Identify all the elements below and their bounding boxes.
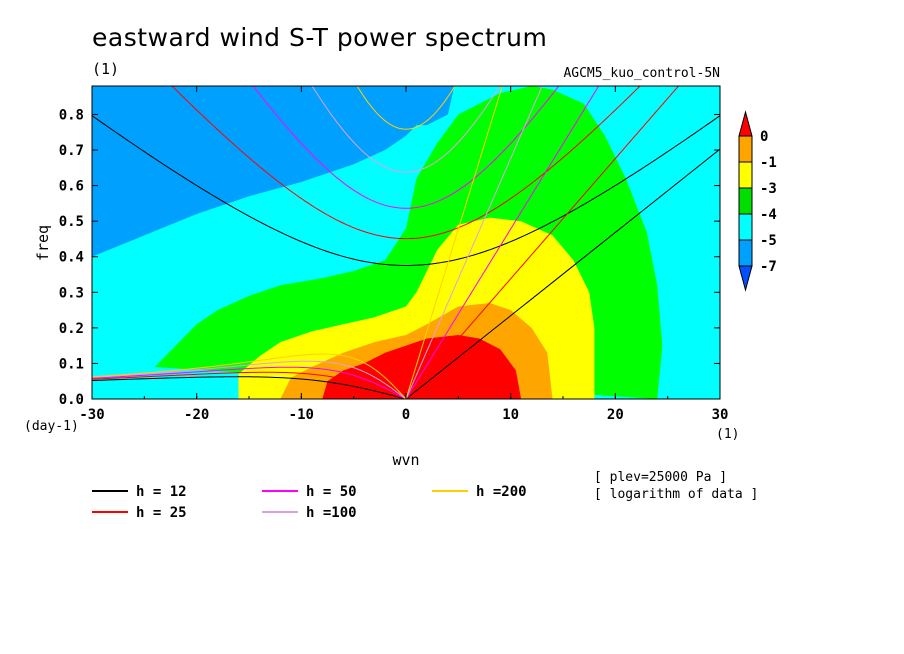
y-units-label: (day-1) — [24, 419, 79, 434]
x-tick-label: 10 — [502, 407, 519, 423]
x-tick-label: 30 — [712, 407, 729, 423]
colorbar-label: 0 — [760, 129, 768, 145]
gravity-wave-curve-h50 — [252, 86, 560, 209]
contour-fill-6 — [322, 335, 522, 399]
chart-subtitle: AGCM5_kuo_control-5N — [563, 66, 720, 81]
legend-label: h = 50 — [306, 484, 357, 500]
legend-label: h =100 — [306, 505, 357, 521]
colorbar-segment — [738, 239, 753, 267]
legend-label: h = 12 — [136, 484, 187, 500]
x-units-label: (1) — [716, 427, 739, 442]
y-tick-label: 0.3 — [59, 285, 84, 301]
rossby-wave-curve-h12 — [92, 376, 407, 399]
legend-label: h =200 — [476, 484, 527, 500]
legend: h = 12 h = 25 h = 50 h =100 h =200 — [92, 484, 527, 521]
y-tick-label: 0.5 — [59, 214, 84, 230]
colorbar-segment — [738, 187, 753, 215]
kelvin-wave-curve-h100 — [405, 86, 543, 399]
kelvin-wave-curve-h50 — [405, 86, 600, 399]
dispersion-curves-h50 — [92, 86, 600, 399]
dispersion-curves-h25 — [92, 86, 680, 399]
colorbar: 0 -1 -3 -4 -5 -7 — [738, 110, 777, 292]
rossby-wave-curve-h25 — [92, 371, 407, 399]
contour-fill-2 — [92, 86, 434, 257]
y-tick-label: 0.0 — [59, 392, 84, 408]
colorbar-label: -1 — [760, 155, 777, 171]
y-tick-label: 0.4 — [59, 250, 84, 266]
gravity-wave-curve-h100 — [311, 86, 501, 173]
y-tick-label: 0.1 — [59, 356, 84, 372]
dispersion-curves-h12 — [92, 115, 720, 399]
colorbar-label: -7 — [760, 259, 777, 275]
x-tick-label: 20 — [607, 407, 624, 423]
y-tick-label: 0.2 — [59, 321, 84, 337]
plot-area — [92, 86, 720, 399]
kelvin-wave-curve-h200 — [405, 86, 503, 399]
title-units: (1) — [92, 60, 119, 78]
colorbar-segment — [738, 213, 753, 241]
legend-label: h = 25 — [136, 505, 187, 521]
colorbar-label: -3 — [760, 181, 777, 197]
colorbar-segment — [738, 161, 753, 189]
colorbar-label: -4 — [760, 207, 777, 223]
kelvin-wave-curve-h12 — [405, 148, 720, 399]
y-tick-label: 0.8 — [59, 107, 84, 123]
annotation-log: [ logarithm of data ] — [594, 487, 758, 502]
gravity-wave-curve-h25 — [171, 86, 641, 240]
x-tick-label: -10 — [289, 407, 314, 423]
chart-title: eastward wind S-T power spectrum — [92, 23, 547, 52]
dispersion-curves-h100 — [92, 86, 543, 399]
annotation-plev: [ plev=25000 Pa ] — [594, 470, 727, 485]
x-tick-label: -20 — [184, 407, 209, 423]
dispersion-curves-h200 — [92, 86, 503, 399]
colorbar-bottom-arrow — [738, 265, 753, 292]
colorbar-label: -5 — [760, 233, 777, 249]
y-axis-label: freq — [34, 225, 52, 261]
rossby-wave-curve-h50 — [92, 366, 407, 399]
rossby-wave-curve-h100 — [92, 360, 407, 399]
gravity-wave-curve-h200 — [356, 86, 456, 130]
colorbar-top-arrow — [738, 110, 753, 137]
x-tick-label: -30 — [79, 407, 104, 423]
y-tick-label: 0.7 — [59, 143, 84, 159]
x-axis-label: wvn — [392, 451, 419, 469]
gravity-wave-curve-h12 — [92, 115, 720, 266]
rossby-wave-curve-h200 — [92, 353, 407, 399]
kelvin-wave-curve-h25 — [405, 86, 680, 399]
x-tick-label: 0 — [402, 407, 410, 423]
colorbar-segment — [738, 135, 753, 163]
y-tick-label: 0.6 — [59, 179, 84, 195]
